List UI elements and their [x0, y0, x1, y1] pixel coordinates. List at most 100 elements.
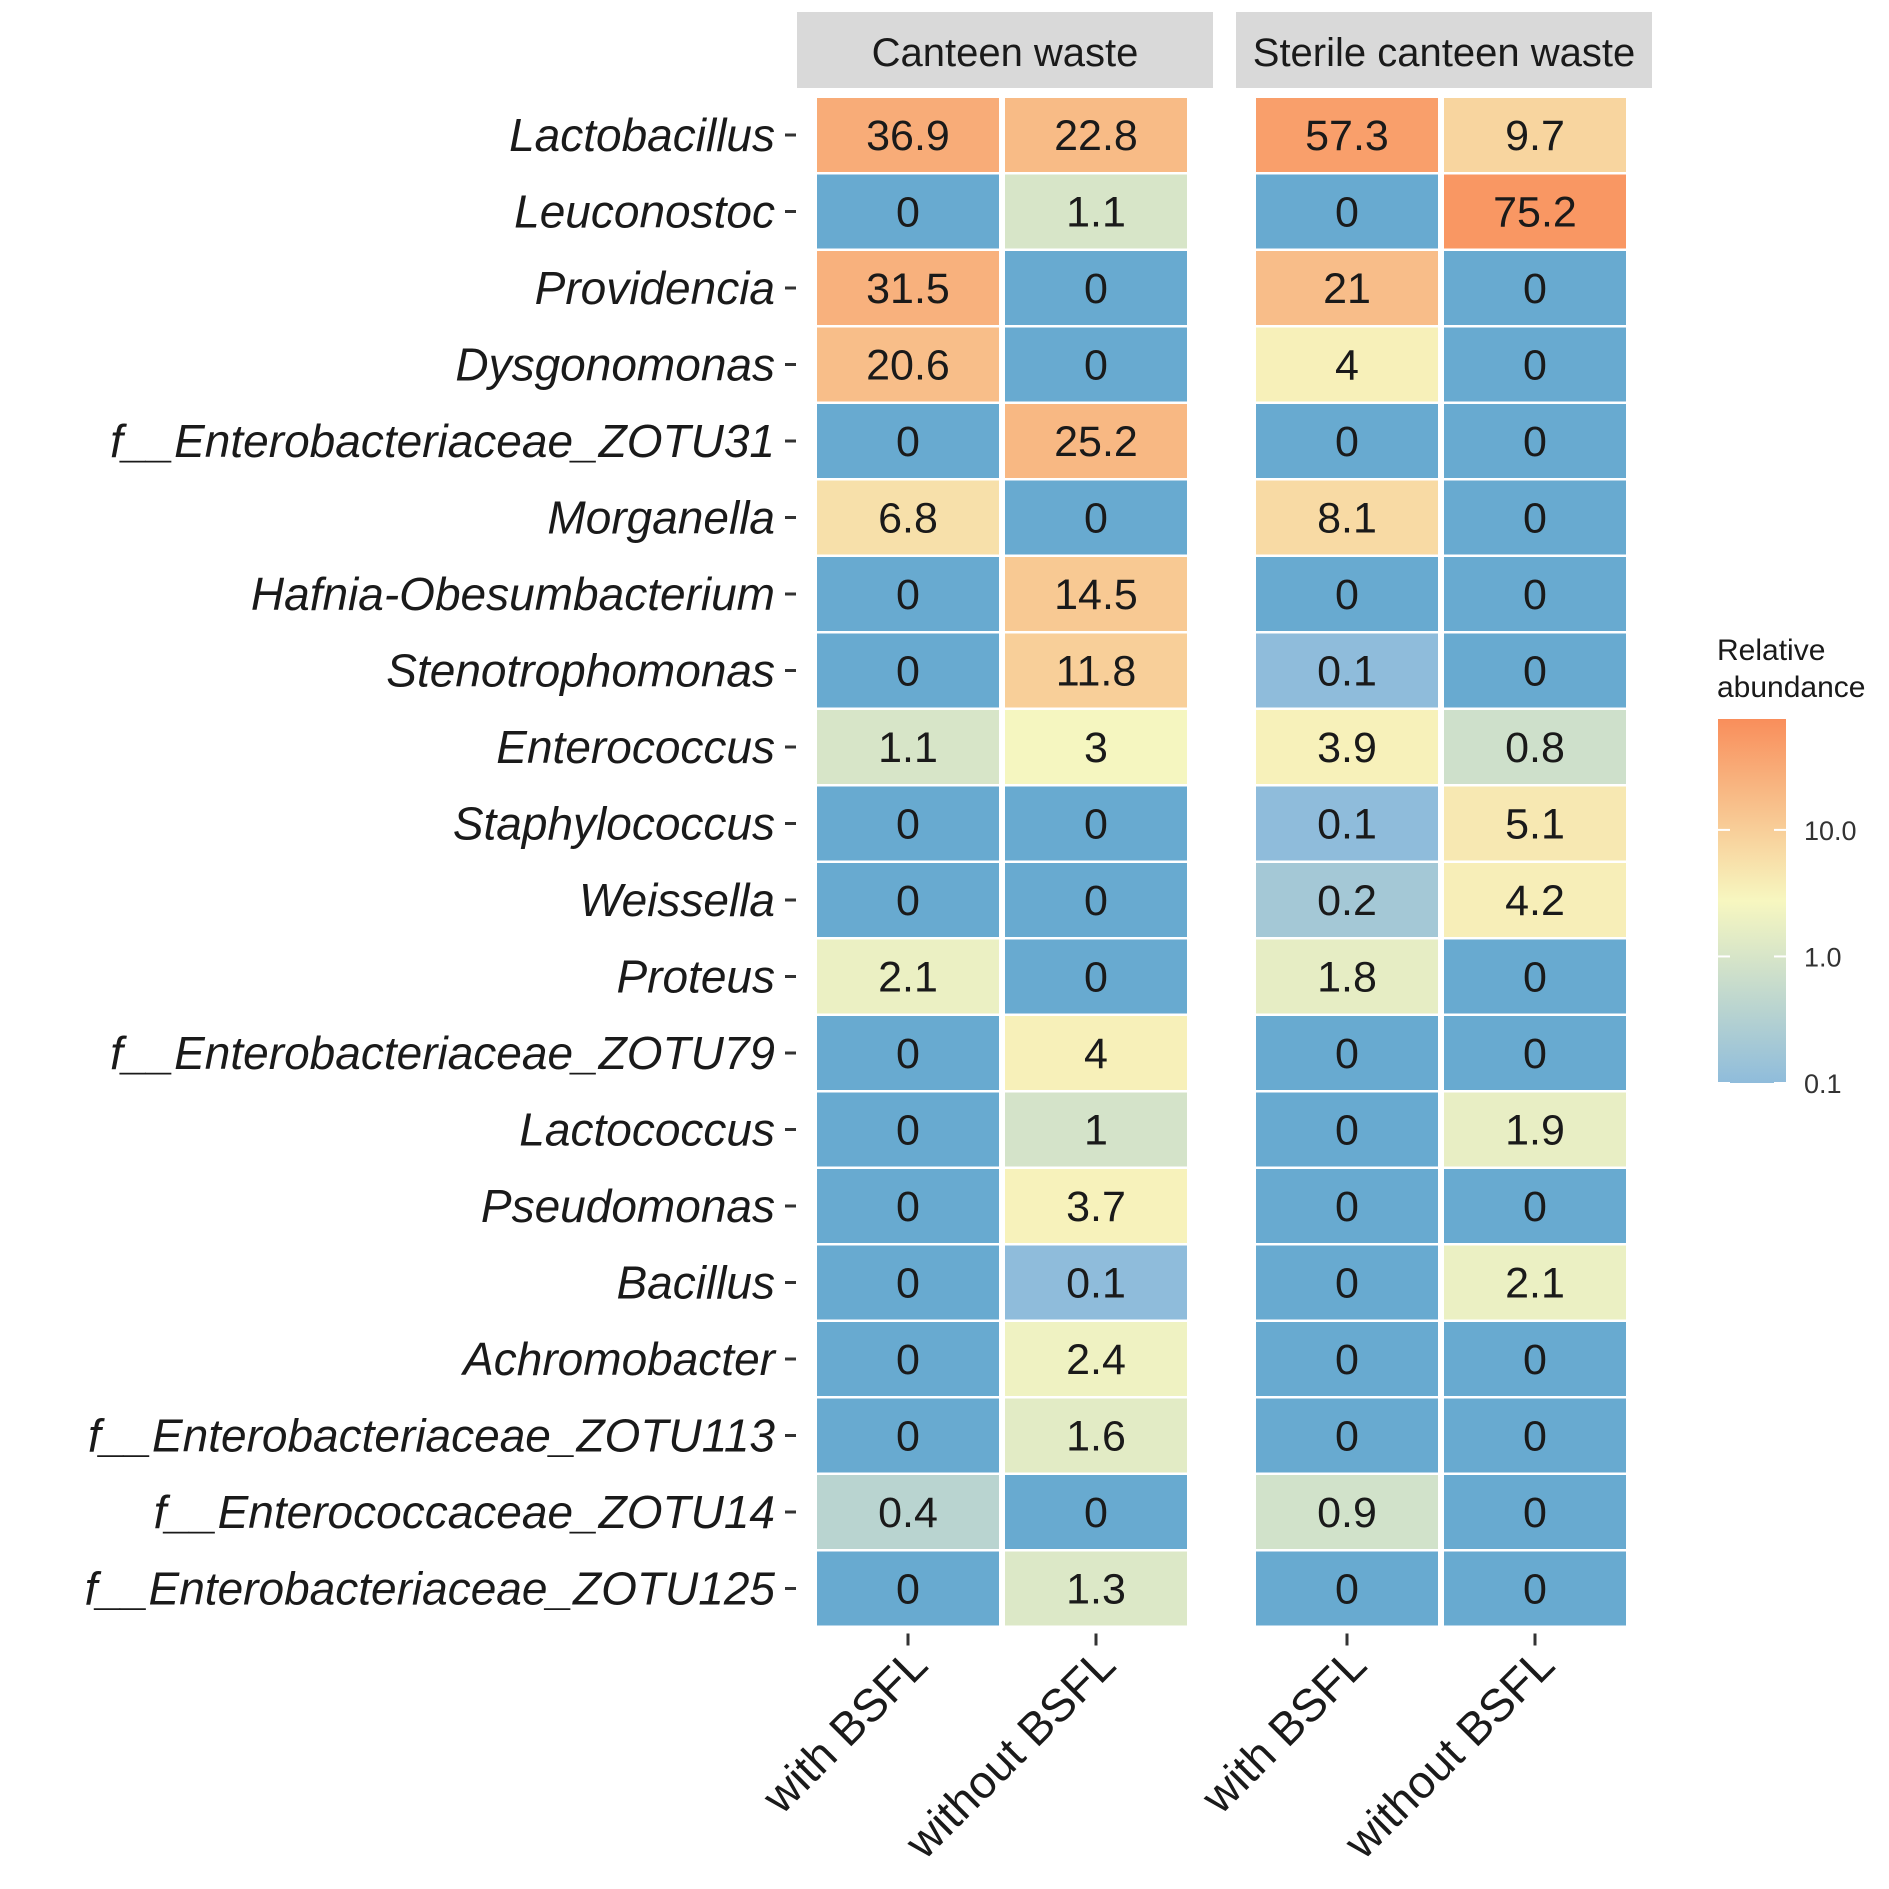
cell-value-label: 0	[1335, 1030, 1359, 1078]
heatmap-cell	[1256, 1016, 1438, 1090]
row-label: Weissella	[579, 874, 775, 926]
legend-colorbar	[1718, 719, 1786, 1083]
heatmap-cell	[1005, 98, 1187, 172]
cell-value-label: 4.2	[1505, 877, 1565, 925]
cell-value-label: 3.9	[1317, 724, 1377, 772]
cell-value-label: 0	[1523, 1413, 1547, 1461]
cell-value-label: 6.8	[878, 495, 938, 543]
heatmap-cell	[817, 1551, 999, 1626]
heatmap-cell	[1444, 786, 1626, 861]
cell-value-label: 0	[896, 418, 920, 466]
cell-value-label: 1.6	[1066, 1413, 1126, 1461]
heatmap-cell	[1005, 1092, 1187, 1167]
heatmap-cell	[1256, 710, 1438, 784]
heatmap-cell	[1005, 1551, 1187, 1626]
cell-value-label: 4	[1335, 342, 1359, 390]
cell-value-label: 21	[1323, 265, 1371, 313]
cell-value-label: 0.4	[878, 1489, 938, 1537]
heatmap-cell	[817, 557, 999, 631]
heatmap-cell	[1256, 404, 1438, 478]
heatmap-cell	[817, 710, 999, 784]
cell-value-label: 0	[1084, 801, 1108, 849]
cell-value-label: 0	[1335, 1183, 1359, 1231]
legend-title-line-2: abundance	[1717, 671, 1865, 704]
row-label: Leuconostoc	[514, 186, 775, 238]
legend-title-line-1: Relative	[1717, 634, 1825, 667]
heatmap-cell	[1444, 327, 1626, 402]
facet-label-1: Canteen waste	[872, 31, 1139, 75]
row-label: Morganella	[547, 492, 775, 544]
cell-value-label: 57.3	[1305, 112, 1389, 160]
cell-value-label: 0	[1523, 495, 1547, 543]
heatmap-cell	[1444, 1551, 1626, 1626]
cell-value-label: 0	[1335, 1336, 1359, 1384]
heatmap-cell	[817, 98, 999, 172]
column-label: with BSFL	[1190, 1638, 1376, 1824]
cell-value-label: 0	[896, 571, 920, 619]
heatmap-cell	[817, 939, 999, 1014]
heatmap-cell	[1005, 1475, 1187, 1549]
cell-value-label: 0	[896, 1413, 920, 1461]
cell-value-label: 75.2	[1493, 189, 1577, 237]
cell-value-label: 3.7	[1066, 1183, 1126, 1231]
heatmap-cell	[1256, 480, 1438, 555]
cell-value-label: 0	[896, 1107, 920, 1155]
cell-value-label: 0	[1335, 1413, 1359, 1461]
cell-value-label: 0.2	[1317, 877, 1377, 925]
row-label: Dysgonomonas	[455, 339, 775, 391]
cell-value-label: 1.8	[1317, 954, 1377, 1002]
heatmap-cell	[817, 1169, 999, 1243]
heatmap-cell	[1256, 251, 1438, 325]
cell-value-label: 0	[1084, 1489, 1108, 1537]
row-label: Hafnia-Obesumbacterium	[251, 568, 775, 620]
heatmap-cell	[817, 174, 999, 249]
cell-value-label: 0.1	[1317, 648, 1377, 696]
cell-value-label: 1.1	[878, 724, 938, 772]
heatmap-cell	[1005, 1016, 1187, 1090]
heatmap-cell	[1444, 98, 1626, 172]
heatmap-cell	[1444, 174, 1626, 249]
cell-value-label: 0	[1084, 877, 1108, 925]
cell-value-label: 20.6	[866, 342, 950, 390]
cell-value-label: 1.3	[1066, 1566, 1126, 1614]
heatmap-cell	[817, 1092, 999, 1167]
heatmap-cell	[1444, 1016, 1626, 1090]
heatmap-cells: 36.9 22.8 57.3 9.7 0 1.1 0 75.2 31.5 0 21 0 20.6 0 4 0 0…	[817, 98, 1626, 1626]
heatmap-cell	[817, 327, 999, 402]
heatmap-cell	[1256, 327, 1438, 402]
cell-value-label: 0	[1523, 1183, 1547, 1231]
cell-value-label: 36.9	[866, 112, 950, 160]
row-label: Stenotrophomonas	[386, 645, 775, 697]
heatmap-cell	[1256, 633, 1438, 708]
heatmap-cell	[1256, 174, 1438, 249]
cell-value-label: 0	[1335, 571, 1359, 619]
cell-value-label: 0	[896, 189, 920, 237]
cell-value-label: 0	[1335, 1260, 1359, 1308]
heatmap-cell	[1005, 633, 1187, 708]
cell-value-label: 1.9	[1505, 1107, 1565, 1155]
row-label: Providencia	[535, 262, 775, 314]
heatmap-cell	[1005, 174, 1187, 249]
cell-value-label: 0	[896, 1030, 920, 1078]
heatmap-cell	[1005, 327, 1187, 402]
cell-value-label: 0	[1084, 342, 1108, 390]
heatmap-cell	[1005, 1245, 1187, 1320]
heatmap-cell	[1005, 786, 1187, 861]
cell-value-label: 0	[896, 1260, 920, 1308]
row-label: Achromobacter	[460, 1333, 777, 1385]
heatmap-cell	[1256, 1092, 1438, 1167]
heatmap-cell	[1444, 1475, 1626, 1549]
row-label: Proteus	[616, 951, 775, 1003]
cell-value-label: 0	[1523, 648, 1547, 696]
row-label: f__Enterobacteriaceae_ZOTU31	[110, 415, 775, 467]
cell-value-label: 0	[1335, 1566, 1359, 1614]
heatmap-cell	[1005, 710, 1187, 784]
cell-value-label: 0	[1523, 571, 1547, 619]
row-label: f__Enterobacteriaceae_ZOTU79	[110, 1027, 775, 1079]
facet-strips: Canteen waste Sterile canteen waste	[797, 12, 1652, 88]
heatmap-cell	[1005, 251, 1187, 325]
row-label: Enterococcus	[496, 721, 775, 773]
cell-value-label: 25.2	[1054, 418, 1138, 466]
heatmap-cell	[1256, 98, 1438, 172]
